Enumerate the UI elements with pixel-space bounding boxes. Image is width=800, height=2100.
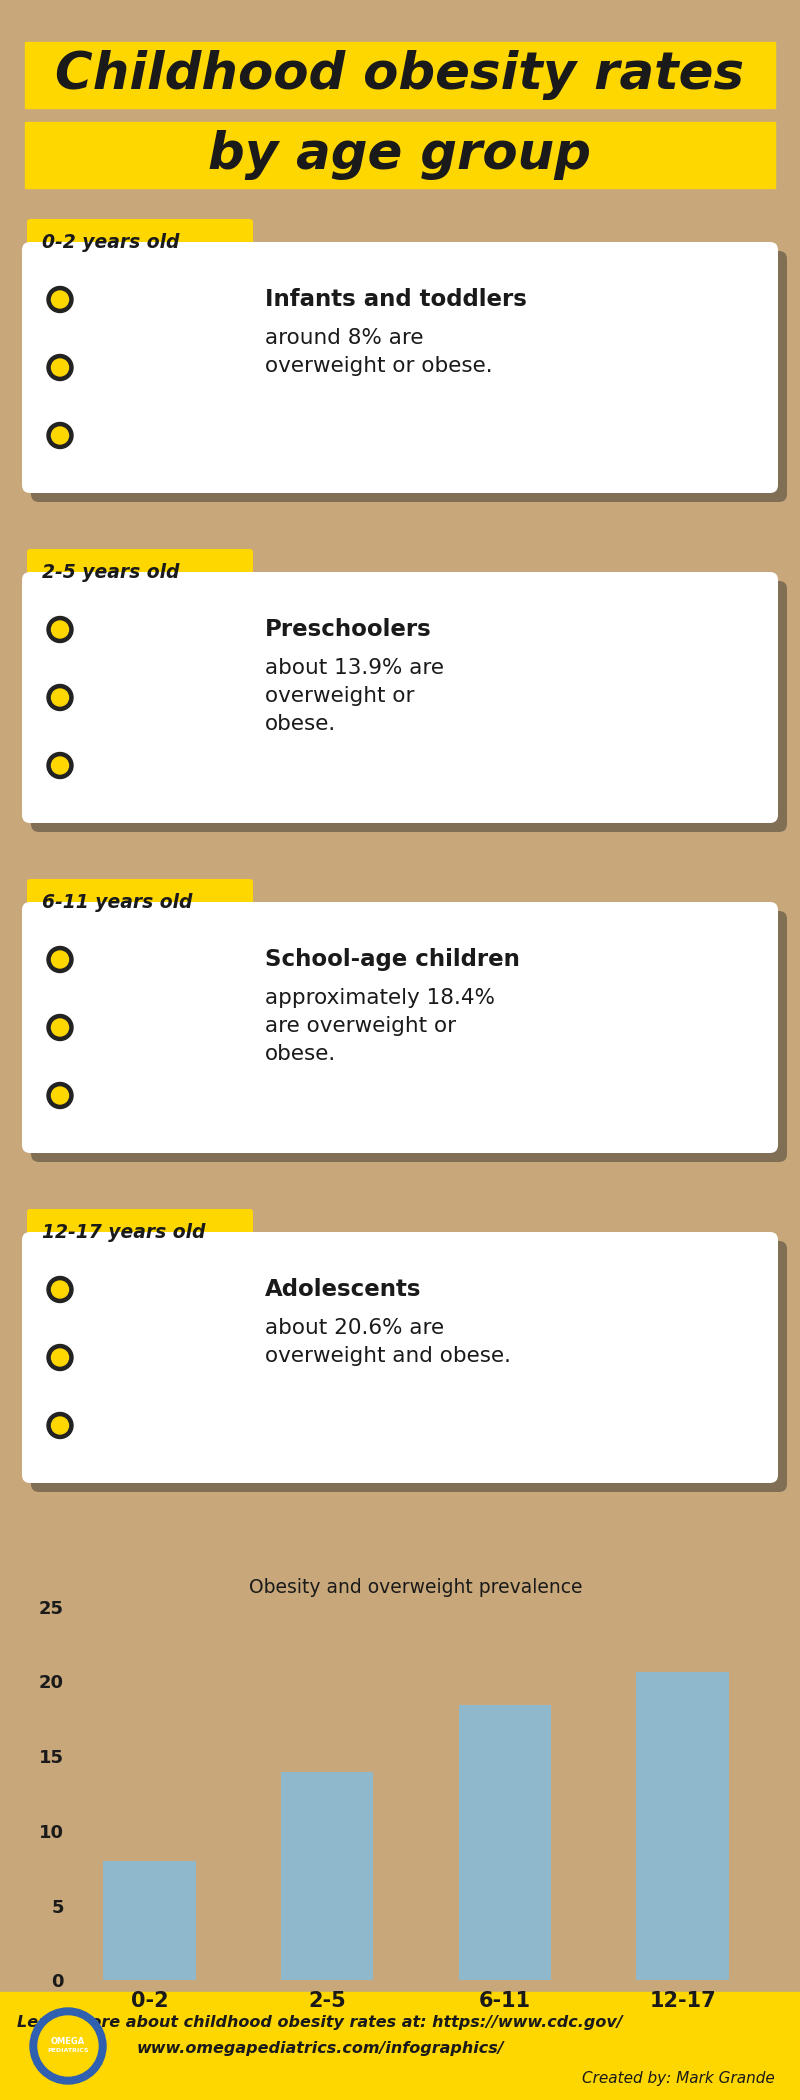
Bar <box>636 1672 729 1980</box>
Bar <box>458 1705 551 1980</box>
FancyBboxPatch shape <box>22 903 778 1153</box>
Text: Infants and toddlers: Infants and toddlers <box>265 288 527 311</box>
Circle shape <box>51 689 69 706</box>
Circle shape <box>47 422 73 449</box>
Circle shape <box>51 1418 69 1434</box>
Text: 2-5 years old: 2-5 years old <box>42 563 179 582</box>
Text: PEDIATRICS: PEDIATRICS <box>47 2048 89 2054</box>
Text: obese.: obese. <box>265 1044 336 1065</box>
Circle shape <box>51 1088 69 1105</box>
Text: 6-11 years old: 6-11 years old <box>42 892 192 914</box>
FancyBboxPatch shape <box>27 218 253 267</box>
Text: Created by: Mark Grande: Created by: Mark Grande <box>582 2071 775 2085</box>
Title: Obesity and overweight prevalence: Obesity and overweight prevalence <box>250 1577 582 1596</box>
Text: School-age children: School-age children <box>265 947 520 970</box>
Bar <box>0 1993 800 2100</box>
FancyBboxPatch shape <box>22 242 778 494</box>
Text: around 8% are: around 8% are <box>265 328 423 349</box>
Circle shape <box>47 1344 73 1371</box>
Circle shape <box>47 947 73 972</box>
FancyBboxPatch shape <box>31 252 787 502</box>
Text: by age group: by age group <box>209 130 591 181</box>
Circle shape <box>51 359 69 376</box>
Text: Adolescents: Adolescents <box>265 1279 422 1302</box>
Circle shape <box>51 622 69 638</box>
FancyBboxPatch shape <box>27 880 253 926</box>
Circle shape <box>47 1082 73 1109</box>
Circle shape <box>47 1413 73 1439</box>
Text: obese.: obese. <box>265 714 336 735</box>
Text: about 13.9% are: about 13.9% are <box>265 657 444 678</box>
Circle shape <box>47 1277 73 1302</box>
Text: overweight or obese.: overweight or obese. <box>265 357 493 376</box>
Circle shape <box>51 1348 69 1365</box>
Text: overweight or: overweight or <box>265 687 414 706</box>
Text: 12-17 years old: 12-17 years old <box>42 1224 206 1243</box>
Bar <box>281 1772 374 1980</box>
Circle shape <box>38 2016 98 2077</box>
Circle shape <box>51 756 69 775</box>
Circle shape <box>30 2008 106 2083</box>
FancyBboxPatch shape <box>27 1210 253 1258</box>
Circle shape <box>47 286 73 313</box>
FancyBboxPatch shape <box>31 1241 787 1491</box>
Circle shape <box>51 292 69 309</box>
Text: overweight and obese.: overweight and obese. <box>265 1346 511 1365</box>
FancyBboxPatch shape <box>31 582 787 832</box>
FancyBboxPatch shape <box>22 1233 778 1483</box>
Text: approximately 18.4%: approximately 18.4% <box>265 987 495 1008</box>
Bar <box>25 122 775 189</box>
Circle shape <box>47 1014 73 1040</box>
Bar <box>103 1861 196 1980</box>
Circle shape <box>51 951 69 968</box>
Text: OMEGA: OMEGA <box>51 2037 85 2045</box>
Circle shape <box>51 1281 69 1298</box>
Circle shape <box>47 685 73 710</box>
FancyBboxPatch shape <box>31 911 787 1161</box>
Circle shape <box>47 355 73 380</box>
Text: Childhood obesity rates: Childhood obesity rates <box>55 50 745 101</box>
Text: are overweight or: are overweight or <box>265 1016 456 1035</box>
Circle shape <box>47 617 73 643</box>
Text: 0-2 years old: 0-2 years old <box>42 233 179 252</box>
Text: Preschoolers: Preschoolers <box>265 617 432 640</box>
Circle shape <box>47 752 73 779</box>
Circle shape <box>51 1018 69 1035</box>
Text: about 20.6% are: about 20.6% are <box>265 1319 444 1338</box>
Text: Learn more about childhood obesity rates at: https://www.cdc.gov/
www.omegapedia: Learn more about childhood obesity rates… <box>17 2014 623 2056</box>
FancyBboxPatch shape <box>22 571 778 823</box>
Bar <box>25 42 775 107</box>
FancyBboxPatch shape <box>27 548 253 596</box>
Circle shape <box>51 426 69 443</box>
